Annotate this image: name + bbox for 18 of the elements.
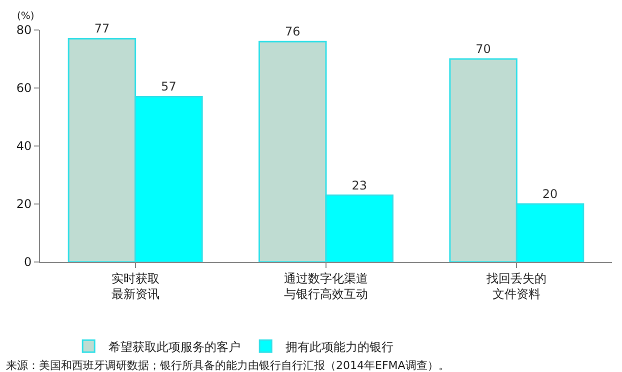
data-label: 77 bbox=[94, 22, 110, 36]
x-tick-label: 通过数字化渠道与银行高效互动 bbox=[284, 271, 368, 301]
y-tick-label: 80 bbox=[16, 23, 32, 38]
y-tick-label: 20 bbox=[16, 197, 32, 212]
data-label: 20 bbox=[542, 187, 558, 201]
x-tick-label: 实时获取最新资讯 bbox=[111, 271, 160, 301]
data-label: 70 bbox=[476, 42, 491, 56]
y-tick-label: 60 bbox=[16, 81, 32, 96]
data-label: 57 bbox=[161, 80, 176, 94]
x-tick-label: 找回丢失的文件资料 bbox=[486, 271, 547, 301]
data-label: 76 bbox=[284, 24, 300, 39]
legend-label: 拥有此项能力的银行 bbox=[286, 340, 394, 354]
y-axis-title: (%) bbox=[17, 11, 34, 22]
y-tick-label: 0 bbox=[24, 255, 32, 270]
source-note: 来源：美国和西班牙调研数据；银行所具备的能力由银行自行汇报（2014年EFMA调查）。 bbox=[6, 359, 450, 372]
y-tick-label: 40 bbox=[16, 139, 32, 154]
legend-label: 希望获取此项服务的客户 bbox=[108, 340, 241, 354]
data-label: 23 bbox=[352, 178, 368, 192]
